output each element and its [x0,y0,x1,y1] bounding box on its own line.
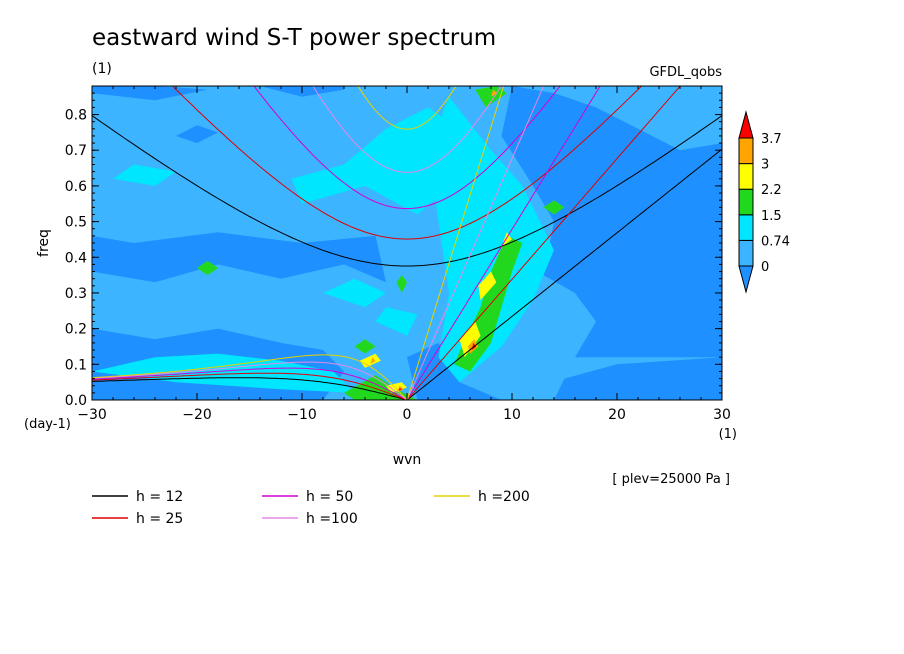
colorbar-level-label: 3.7 [761,132,782,147]
shaded-region-13 [323,278,386,308]
y-axis-label: freq [36,229,52,257]
kelvin-curve-200 [406,86,505,400]
shaded-region-15 [375,307,418,336]
shaded-region-25 [359,353,381,368]
colorbar-level-label: 2.2 [761,183,782,198]
colorbar-swatch [738,163,754,190]
inertia-gravity-curve-12 [92,115,722,267]
kelvin-curve-25 [406,86,681,400]
curve-legend: h = 12 h = 25 h = 50 h =100 h =200 [92,489,530,527]
x-tick-label: 20 [608,407,626,423]
inertia-gravity-curve-25 [171,86,643,240]
y-tick-label: 0.2 [65,322,87,338]
legend-label-h50: h = 50 [306,489,353,505]
rossby-curve-200 [92,354,408,400]
chart-title: eastward wind S-T power spectrum [92,25,496,51]
rossby-curve-50 [92,367,408,400]
shaded-region-20 [197,260,218,276]
shaded-region-2 [92,86,208,101]
shaded-region-7 [176,125,218,144]
shaded-region-31 [491,89,498,97]
y-tick-label: 0.3 [65,286,87,302]
inertia-gravity-curve-50 [253,86,561,210]
shaded-region-26 [386,382,407,393]
y-tick-label: 0.0 [65,393,87,409]
shaded-region-33 [398,387,402,392]
colorbar-level-label: 0 [761,260,769,275]
colorbar-swatch [738,214,754,241]
kelvin-curve-12 [406,148,722,400]
shaded-region-14 [113,164,176,186]
plev-annotation: [ plev=25000 Pa ] [612,472,730,487]
legend-label-h25: h = 25 [136,511,183,527]
colorbar-level-label: 0.74 [761,234,790,249]
colorbar-max-triangle [738,110,754,139]
shaded-region-12 [428,96,554,383]
y-axis-unit: (day-1) [24,417,71,432]
colorbar-level-label: 3 [761,158,769,173]
shaded-region-22 [354,339,376,354]
y-tick-label: 0.4 [65,250,87,266]
shaded-region-5 [554,357,722,400]
x-tick-label: −20 [182,407,212,423]
legend-label-h12: h = 12 [136,489,183,505]
colorbar-swatch [738,137,754,165]
x-tick-label: 0 [403,407,412,423]
shaded-region-1 [92,232,386,283]
shaded-region-29 [370,357,376,365]
plot-area [91,85,723,401]
y-tick-label: 0.5 [65,215,87,231]
x-axis-unit: (1) [719,427,737,442]
rossby-curve-12 [92,377,408,400]
legend-label-h200: h =200 [478,489,530,505]
colorbar-level-label: 1.5 [761,209,782,224]
x-tick-label: −10 [287,407,317,423]
chart-subtitle-left: (1) [92,61,112,77]
y-tick-label: 0.1 [65,357,87,373]
rossby-curve-100 [92,361,408,400]
shaded-region-24 [478,271,497,301]
colorbar: 0 0.74 1.5 2.2 3 3.7 [738,110,790,294]
shaded-region-10 [92,353,355,393]
x-axis-label: wvn [393,452,422,468]
shaded-region-19 [396,275,407,293]
y-tick-label: 0.6 [65,179,87,195]
rossby-curve-25 [92,372,408,400]
inertia-gravity-curve-200 [357,86,457,130]
colorbar-swatch [738,239,754,267]
x-tick-label: 10 [503,407,521,423]
x-tick-label: −30 [77,407,107,423]
kelvin-curve-50 [406,86,601,400]
shaded-region-21 [543,200,565,215]
inertia-gravity-curve-100 [312,86,502,173]
y-axis: 0.0 0.1 0.2 0.3 0.4 0.5 0.6 0.7 0.8 [65,85,722,409]
colorbar-min-triangle [738,265,754,294]
colorbar-swatch [738,188,754,216]
kelvin-curve-100 [406,86,545,400]
legend-label-h100: h =100 [306,511,358,527]
shaded-region-11 [291,107,470,215]
shaded-region-6 [407,342,502,400]
shaded-region-23 [459,321,481,358]
x-tick-label: 30 [713,407,731,423]
y-tick-label: 0.8 [65,108,87,124]
chart-subtitle-right: GFDL_qobs [649,65,722,80]
y-tick-label: 0.7 [65,143,87,159]
